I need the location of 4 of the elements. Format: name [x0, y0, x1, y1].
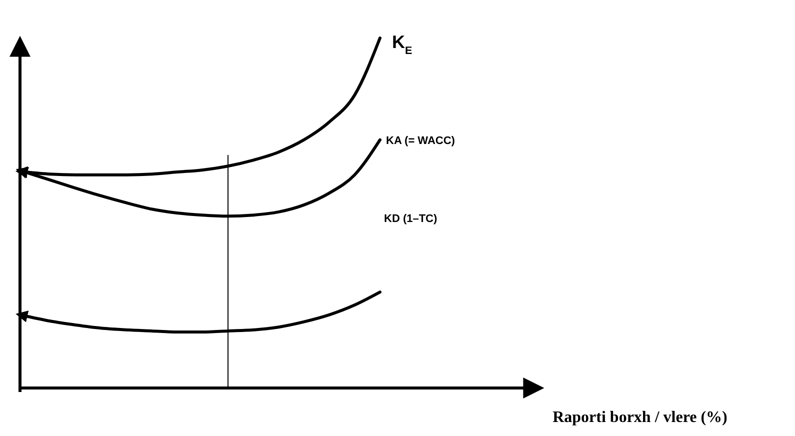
series-label: KA (= WACC)	[386, 134, 456, 147]
text: Raporti borxh / vlere (%)	[552, 409, 728, 426]
text: KD (1–TC)	[384, 213, 438, 226]
series-label: K$_{E}$	[392, 32, 412, 57]
